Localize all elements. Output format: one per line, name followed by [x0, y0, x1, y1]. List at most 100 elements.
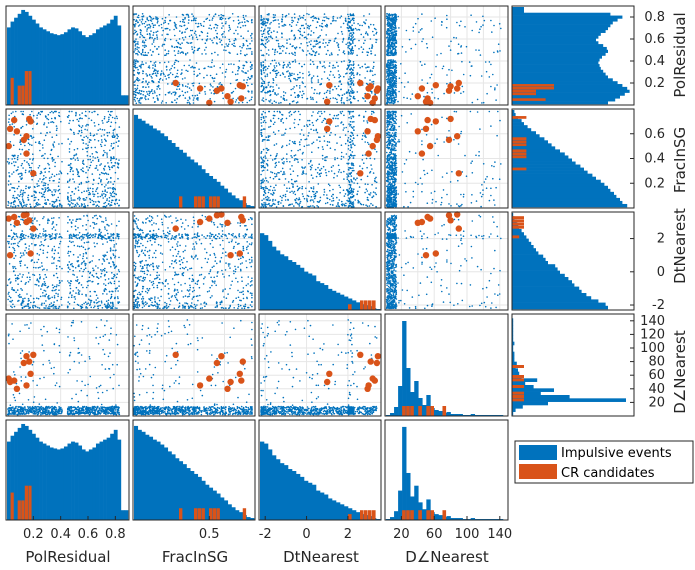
scatter-point-impulsive	[353, 63, 355, 65]
scatter-point-impulsive	[182, 85, 184, 87]
scatter-point-impulsive	[24, 144, 26, 147]
scatter-point-impulsive	[281, 113, 283, 116]
scatter-point-impulsive	[102, 197, 104, 199]
scatter-point-impulsive	[317, 79, 320, 81]
scatter-point-impulsive	[317, 37, 319, 39]
scatter-point-impulsive	[184, 91, 187, 94]
scatter-point-impulsive	[397, 193, 400, 195]
scatter-point-impulsive	[315, 51, 318, 53]
scatter-point-impulsive	[490, 85, 492, 88]
scatter-point-impulsive	[287, 65, 290, 67]
scatter-point-impulsive	[67, 138, 69, 140]
scatter-point-impulsive	[30, 135, 33, 138]
scatter-point-impulsive	[329, 90, 331, 92]
scatter-point-impulsive	[133, 61, 135, 63]
scatter-point-impulsive	[261, 113, 263, 116]
scatter-point-impulsive	[154, 24, 156, 26]
scatter-point-impulsive	[196, 38, 199, 41]
scatter-point-impulsive	[270, 31, 273, 34]
scatter-point-impulsive	[272, 117, 275, 120]
scatter-point-impulsive	[329, 198, 331, 201]
scatter-point-impulsive	[51, 110, 53, 113]
scatter-point-impulsive	[492, 177, 494, 180]
scatter-point-impulsive	[289, 110, 292, 113]
scatter-point-impulsive	[269, 119, 272, 122]
scatter-point-impulsive	[393, 37, 395, 40]
scatter-point-impulsive	[141, 23, 144, 25]
scatter-point-impulsive	[421, 79, 423, 81]
scatter-point-impulsive	[112, 199, 114, 202]
scatter-point-impulsive	[182, 19, 185, 21]
scatter-point-impulsive	[159, 61, 161, 64]
scatter-point-impulsive	[167, 61, 170, 63]
scatter-point-impulsive	[251, 76, 253, 78]
scatter-point-impulsive	[353, 206, 355, 208]
scatter-point-impulsive	[231, 13, 234, 15]
scatter-point-impulsive	[108, 166, 111, 169]
scatter-point-impulsive	[106, 154, 108, 156]
scatter-point-impulsive	[317, 146, 320, 149]
histogram-bar-impulsive	[99, 27, 104, 105]
scatter-point-impulsive	[366, 175, 369, 178]
scatter-point-impulsive	[251, 74, 253, 77]
scatter-point-impulsive	[250, 37, 253, 39]
scatter-point-impulsive	[369, 157, 372, 160]
scatter-point-impulsive	[479, 54, 482, 56]
scatter-point-impulsive	[391, 93, 394, 95]
scatter-point-impulsive	[42, 184, 45, 187]
scatter-point-impulsive	[388, 62, 391, 64]
scatter-point-impulsive	[388, 42, 391, 45]
scatter-point-impulsive	[484, 61, 487, 63]
histogram-bar-impulsive	[31, 19, 36, 105]
histogram-bar-cr	[216, 196, 220, 208]
scatter-point-impulsive	[302, 170, 305, 172]
scatter-point-impulsive	[484, 178, 487, 180]
scatter-point-impulsive	[67, 180, 69, 183]
scatter-point-impulsive	[350, 200, 352, 203]
scatter-point-impulsive	[290, 88, 293, 91]
scatter-point-impulsive	[53, 159, 55, 161]
scatter-point-impulsive	[158, 78, 161, 81]
scatter-point-impulsive	[175, 91, 177, 94]
histogram-bar-impulsive	[512, 9, 524, 14]
scatter-point-impulsive	[260, 185, 262, 187]
scatter-point-impulsive	[261, 91, 263, 93]
scatter-point-impulsive	[309, 165, 312, 168]
scatter-point-impulsive	[281, 72, 284, 74]
scatter-point-impulsive	[115, 193, 118, 196]
scatter-point-impulsive	[11, 154, 14, 157]
scatter-point-impulsive	[306, 26, 309, 29]
histogram-bar-impulsive	[42, 29, 47, 106]
scatter-point-impulsive	[194, 94, 196, 97]
scatter-point-impulsive	[41, 155, 43, 157]
scatter-point-impulsive	[68, 122, 70, 125]
scatter-point-impulsive	[294, 180, 296, 183]
scatter-point-impulsive	[43, 182, 45, 184]
scatter-point-impulsive	[94, 146, 96, 149]
scatter-point-impulsive	[449, 49, 452, 51]
scatter-point-impulsive	[326, 17, 328, 20]
scatter-point-impulsive	[111, 187, 114, 189]
scatter-point-impulsive	[31, 195, 33, 197]
scatter-point-impulsive	[425, 134, 428, 136]
scatter-point-impulsive	[325, 16, 327, 18]
scatter-point-impulsive	[110, 142, 113, 145]
scatter-point-impulsive	[304, 85, 307, 88]
scatter-point-impulsive	[446, 117, 448, 120]
scatter-point-impulsive	[293, 13, 296, 15]
scatter-point-impulsive	[69, 128, 72, 131]
scatter-point-impulsive	[358, 201, 361, 203]
scatter-point-impulsive	[181, 78, 184, 80]
scatter-point-impulsive	[374, 177, 376, 180]
scatter-point-impulsive	[103, 167, 105, 170]
scatter-point-impulsive	[137, 73, 140, 75]
scatter-point-impulsive	[247, 84, 249, 87]
scatter-point-impulsive	[363, 162, 365, 164]
scatter-point-impulsive	[95, 151, 97, 153]
scatter-point-impulsive	[134, 40, 137, 43]
histogram-bar-impulsive	[46, 31, 51, 106]
scatter-point-impulsive	[260, 182, 263, 184]
scatter-point-impulsive	[424, 173, 426, 176]
scatter-point-impulsive	[260, 150, 263, 153]
scatter-point-impulsive	[49, 203, 51, 205]
